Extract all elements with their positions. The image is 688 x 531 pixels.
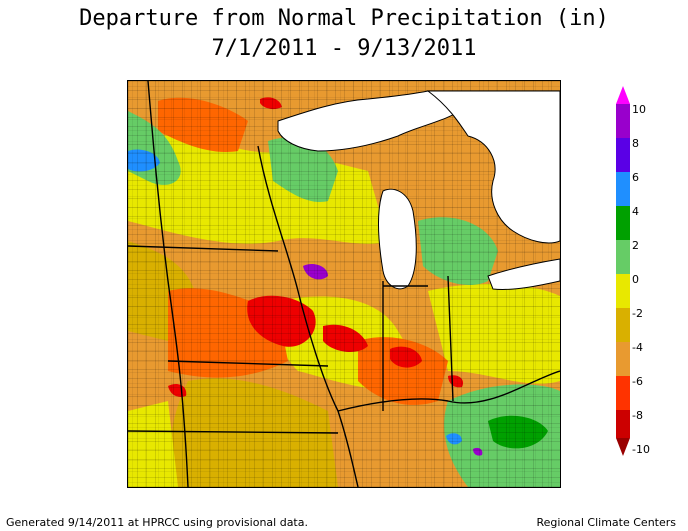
map-date-range: 7/1/2011 - 9/13/2011: [211, 36, 477, 61]
legend-label: 4: [632, 205, 639, 218]
legend-label: 0: [632, 273, 639, 286]
legend-band-m4-m2: [616, 308, 630, 342]
legend-band-0-2: [616, 240, 630, 274]
legend-label: 8: [632, 137, 639, 150]
legend-band-m10-m8: [616, 410, 630, 438]
legend-band-m6-m4: [616, 342, 630, 376]
legend-band-2-4: [616, 206, 630, 240]
legend-label: -8: [632, 409, 643, 422]
legend-band-4-6: [616, 172, 630, 206]
legend-label: 6: [632, 171, 639, 184]
lake-huron-region: [426, 90, 560, 244]
map-title: Departure from Normal Precipitation (in): [79, 6, 609, 31]
generated-note: Generated 9/14/2011 at HPRCC using provi…: [6, 516, 308, 529]
legend-bottom-arrow: [616, 438, 630, 456]
lake-michigan: [378, 188, 417, 290]
legend-label: 2: [632, 239, 639, 252]
legend-label: -2: [632, 307, 643, 320]
legend-band-6-8: [616, 138, 630, 172]
lake-erie: [487, 258, 560, 290]
legend-top-arrow: [616, 86, 630, 104]
legend-color-scale: [616, 86, 630, 456]
state-boundaries: [128, 81, 560, 487]
legend-band-m8-m6: [616, 376, 630, 410]
legend-label: -6: [632, 375, 643, 388]
precipitation-departure-map: [127, 80, 561, 488]
credit-label: Regional Climate Centers: [536, 516, 676, 529]
legend-label: -10: [632, 443, 650, 456]
legend-label: -4: [632, 341, 643, 354]
lake-superior: [277, 90, 470, 152]
legend-band-m2-0: [616, 274, 630, 308]
legend-band-8-10: [616, 104, 630, 138]
legend-label: 10: [632, 103, 646, 116]
